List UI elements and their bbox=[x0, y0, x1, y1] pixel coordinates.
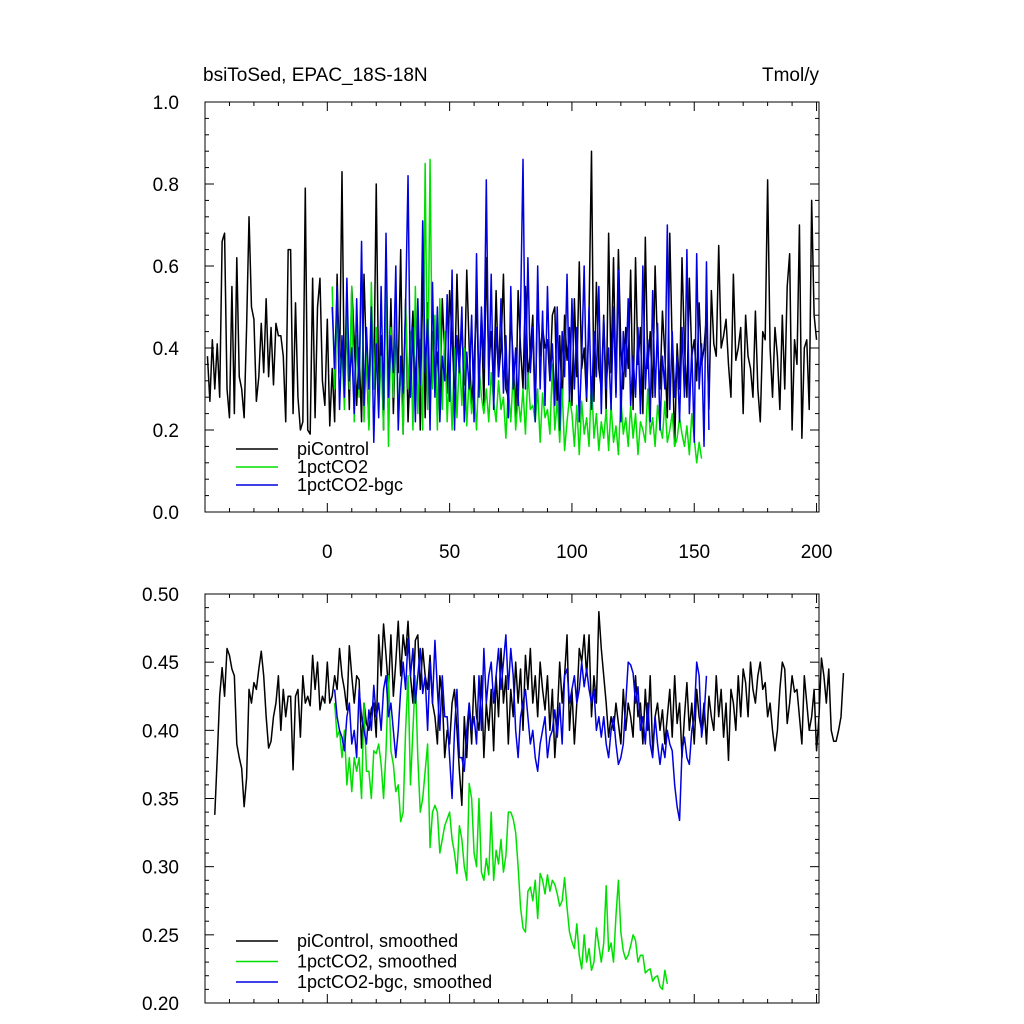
y-tick-label: 0.25 bbox=[142, 926, 179, 947]
series-line-1pctco2-smoothed bbox=[333, 675, 669, 991]
y-tick-label: 0.35 bbox=[142, 790, 179, 811]
legend-label: 1pctCO2 bbox=[297, 457, 368, 477]
plot-frame bbox=[204, 101, 820, 513]
x-tick-label: 150 bbox=[678, 542, 710, 563]
x-tick-label: 200 bbox=[801, 542, 833, 563]
legend-label: 1pctCO2-bgc, smoothed bbox=[297, 972, 492, 992]
y-tick-label: 1.0 bbox=[153, 93, 179, 114]
y-tick-label: 0.2 bbox=[153, 421, 179, 442]
x-tick-label: 100 bbox=[556, 542, 588, 563]
y-tick-label: 0.4 bbox=[153, 339, 180, 360]
x-tick-label: 0 bbox=[322, 542, 333, 563]
y-tick-label: 0.20 bbox=[142, 994, 179, 1015]
y-tick-label: 0.6 bbox=[153, 257, 179, 278]
y-tick-label: 0.8 bbox=[153, 175, 179, 196]
chart-title: bsiToSed, EPAC_18S-18N bbox=[203, 65, 428, 86]
y-tick-label: 0.0 bbox=[153, 503, 179, 524]
top-panel: 0.00.20.40.60.81.00 50 100 150 200piControl1… bbox=[153, 93, 833, 563]
legend-label: piControl, smoothed bbox=[297, 931, 458, 951]
x-tick-label: 50 bbox=[439, 542, 460, 563]
series-line-1pctco2-bgc bbox=[331, 158, 710, 448]
legend-label: 1pctCO2-bgc bbox=[297, 475, 403, 495]
units-label: Tmol/y bbox=[762, 65, 820, 86]
series-line-picontrol-smoothed bbox=[214, 610, 845, 815]
legend-label: 1pctCO2, smoothed bbox=[297, 952, 457, 972]
y-tick-label: 0.45 bbox=[142, 653, 179, 674]
legend-label: piControl bbox=[297, 439, 369, 459]
series-line-1pctco2-bgc-smoothed bbox=[333, 634, 708, 822]
y-tick-label: 0.30 bbox=[142, 858, 179, 879]
bottom-panel: 0.20 0.25 0.30 0.35 0.40 0.45 0.50 piControl, s… bbox=[142, 585, 845, 1015]
y-tick-label: 0.50 bbox=[142, 585, 179, 606]
y-tick-label: 0.40 bbox=[142, 721, 179, 742]
series-line-1pctco2 bbox=[331, 158, 703, 464]
